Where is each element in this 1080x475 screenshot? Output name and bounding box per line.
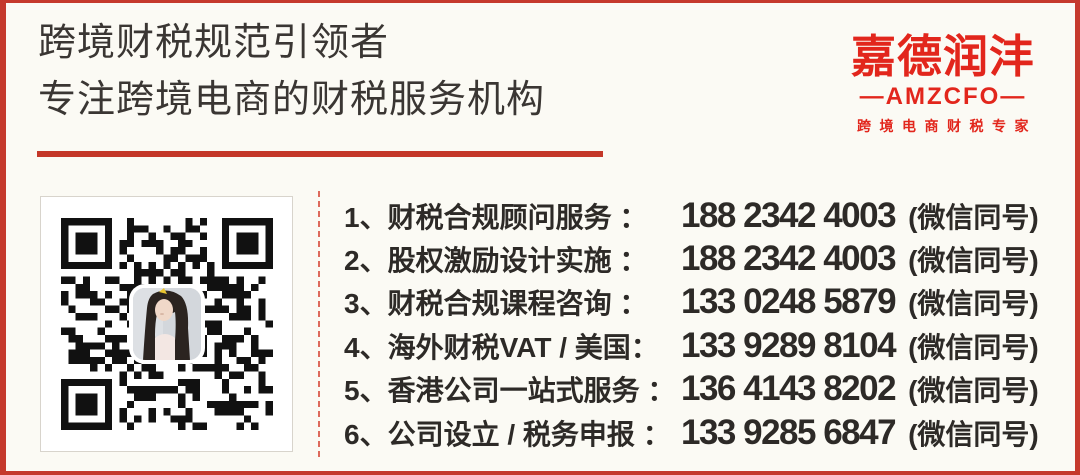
avatar xyxy=(132,288,201,360)
service-label: 海外财税VAT / 美国： xyxy=(387,331,659,363)
service-number: 6、 xyxy=(344,418,388,450)
tagline-line2: 专注跨境电商的财税服务机构 xyxy=(38,79,546,121)
wechat-note: (微信同号) xyxy=(908,331,1039,363)
service-phone: 133 9285 6847 xyxy=(681,412,897,452)
wechat-note: (微信同号) xyxy=(908,245,1039,277)
service-label: 公司设立 / 税务申报 ： xyxy=(387,418,671,450)
brand-slogan: 跨境电商财税专家 xyxy=(857,118,1037,135)
wechat-qr-code xyxy=(40,196,293,452)
service-phone: 188 2342 4003 xyxy=(681,239,897,279)
service-number: 3、 xyxy=(344,288,388,320)
service-item: 2、 股权激励设计实施 ： 188 2342 4003 (微信同号) xyxy=(344,237,1039,280)
service-item: 3、 财税合规课程咨询 ： 133 0248 5879 (微信同号) xyxy=(344,281,1039,324)
service-label: 香港公司一站式服务 ： xyxy=(387,375,676,407)
service-phone: 188 2342 4003 xyxy=(681,195,897,235)
service-number: 1、 xyxy=(344,201,388,233)
service-number: 2、 xyxy=(344,245,388,277)
service-item: 6、 公司设立 / 税务申报 ： 133 9285 6847 (微信同号) xyxy=(344,411,1039,454)
company-tagline: 跨境财税规范引领者 专注跨境电商的财税服务机构 xyxy=(38,15,545,129)
service-list: 1、 财税合规顾问服务 ： 188 2342 4003 (微信同号) 2、 股权激励… xyxy=(344,194,1039,454)
service-phone: 133 9289 8104 xyxy=(681,325,897,365)
service-item: 4、 海外财税VAT / 美国： 133 9289 8104 (微信同号) xyxy=(344,324,1039,367)
service-item: 1、 财税合规顾问服务 ： 188 2342 4003 (微信同号) xyxy=(344,194,1039,237)
wechat-note: (微信同号) xyxy=(908,418,1039,450)
service-number: 5、 xyxy=(344,375,388,407)
wechat-note: (微信同号) xyxy=(908,201,1039,233)
wechat-note: (微信同号) xyxy=(908,288,1039,320)
brand-acronym: —AMZCFO— xyxy=(859,83,1027,111)
red-underline-rule xyxy=(37,151,603,157)
service-label: 财税合规顾问服务 ： xyxy=(387,201,648,233)
service-item: 5、 香港公司一站式服务 ： 136 4143 8202 (微信同号) xyxy=(344,368,1039,411)
tagline-line1: 跨境财税规范引领者 xyxy=(38,22,390,64)
service-label: 股权激励设计实施 ： xyxy=(387,245,648,277)
brand-name: 嘉德润沣 xyxy=(850,31,1035,82)
qr-code-icon xyxy=(60,218,273,430)
service-number: 4、 xyxy=(344,331,388,363)
avatar-photo-icon xyxy=(132,288,201,360)
service-phone: 136 4143 8202 xyxy=(681,369,897,409)
wechat-note: (微信同号) xyxy=(908,375,1039,407)
dashed-divider xyxy=(318,191,320,457)
service-label: 财税合规课程咨询 ： xyxy=(387,288,648,320)
brand-logo: 嘉德润沣 —AMZCFO— 跨境电商财税专家 xyxy=(847,33,1039,136)
service-phone: 133 0248 5879 xyxy=(681,282,897,322)
